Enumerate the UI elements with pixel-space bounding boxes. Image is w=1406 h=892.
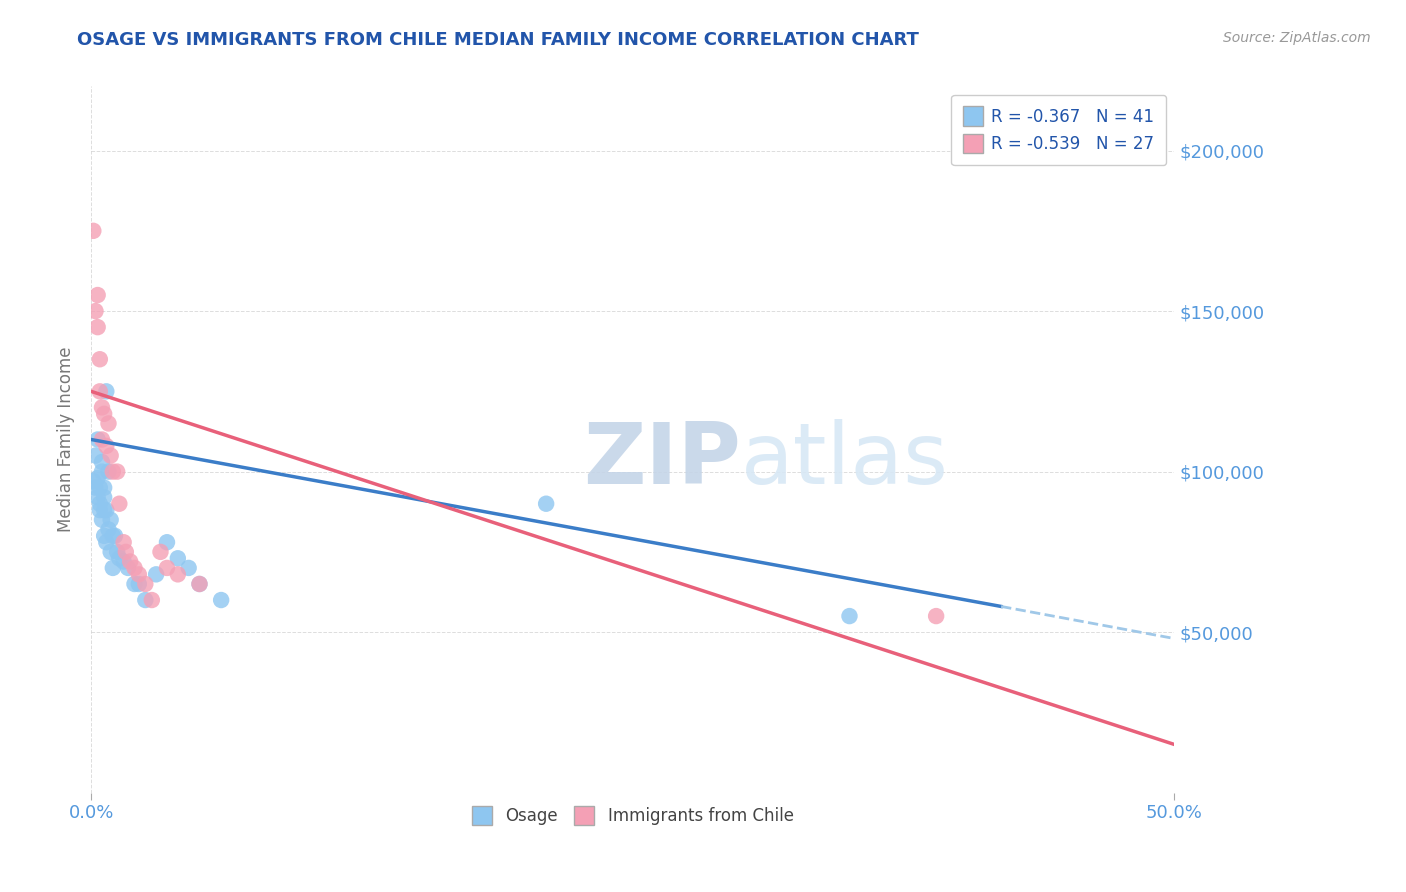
Point xyxy=(89,497,111,511)
Point xyxy=(105,545,128,559)
Point xyxy=(128,577,150,591)
Point xyxy=(149,545,172,559)
Point xyxy=(91,465,114,479)
Point xyxy=(93,491,115,505)
Point xyxy=(166,567,188,582)
Text: OSAGE VS IMMIGRANTS FROM CHILE MEDIAN FAMILY INCOME CORRELATION CHART: OSAGE VS IMMIGRANTS FROM CHILE MEDIAN FA… xyxy=(77,31,920,49)
Point xyxy=(104,529,127,543)
Point xyxy=(97,465,120,479)
Point xyxy=(534,497,557,511)
Point xyxy=(100,449,122,463)
Point xyxy=(89,503,111,517)
Point xyxy=(188,577,211,591)
Point xyxy=(838,609,860,624)
Point xyxy=(86,288,108,302)
Point xyxy=(84,304,107,318)
Point xyxy=(93,481,115,495)
Point xyxy=(96,439,118,453)
Point xyxy=(120,554,142,568)
Point xyxy=(86,320,108,334)
Legend: Osage, Immigrants from Chile: Osage, Immigrants from Chile xyxy=(464,797,803,834)
Point xyxy=(112,535,135,549)
Point xyxy=(145,567,167,582)
Point xyxy=(124,561,146,575)
Point xyxy=(96,503,118,517)
Point xyxy=(188,577,211,591)
Point xyxy=(91,433,114,447)
Text: atlas: atlas xyxy=(741,419,949,502)
Text: Source: ZipAtlas.com: Source: ZipAtlas.com xyxy=(1223,31,1371,45)
Point xyxy=(114,545,136,559)
Point xyxy=(93,529,115,543)
Point xyxy=(105,465,128,479)
Point xyxy=(156,535,179,549)
Point xyxy=(108,551,131,566)
Point xyxy=(128,567,150,582)
Point xyxy=(96,535,118,549)
Point xyxy=(93,503,115,517)
Point xyxy=(124,577,146,591)
Y-axis label: Median Family Income: Median Family Income xyxy=(58,347,75,533)
Point xyxy=(97,417,120,431)
Point xyxy=(134,577,156,591)
Point xyxy=(86,433,108,447)
Point xyxy=(91,513,114,527)
Point xyxy=(82,224,104,238)
Point xyxy=(89,481,111,495)
Point xyxy=(209,593,232,607)
Point xyxy=(925,609,948,624)
Point xyxy=(89,352,111,367)
Point xyxy=(84,481,107,495)
Point xyxy=(97,522,120,536)
Point xyxy=(141,593,163,607)
Point xyxy=(86,491,108,505)
Point xyxy=(101,465,124,479)
Text: ZIP: ZIP xyxy=(583,419,741,502)
Point xyxy=(86,471,108,485)
Point xyxy=(112,554,135,568)
Point xyxy=(134,593,156,607)
Point xyxy=(100,513,122,527)
Point xyxy=(101,529,124,543)
Point xyxy=(89,384,111,399)
Point xyxy=(177,561,200,575)
Point xyxy=(117,561,139,575)
Point xyxy=(100,545,122,559)
Point xyxy=(108,497,131,511)
Point xyxy=(96,384,118,399)
Point xyxy=(84,449,107,463)
Point xyxy=(91,455,114,469)
Point xyxy=(91,401,114,415)
Point xyxy=(101,561,124,575)
Point xyxy=(82,475,104,489)
Point xyxy=(156,561,179,575)
Point xyxy=(166,551,188,566)
Point xyxy=(93,407,115,421)
